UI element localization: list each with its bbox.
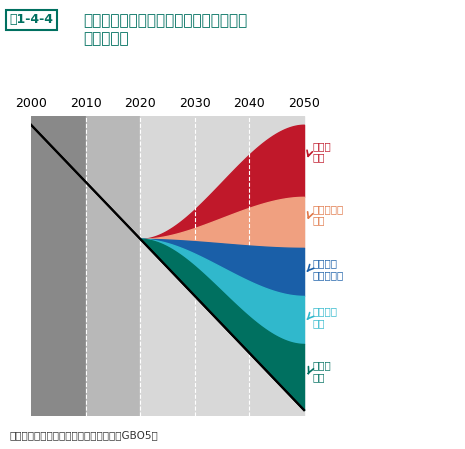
Text: 図1-4-4: 図1-4-4 (9, 13, 53, 26)
Text: 2050: 2050 (288, 97, 320, 110)
Bar (140, 116, 304, 416)
Text: 持続可能な
生産: 持続可能な 生産 (312, 204, 344, 226)
Text: 2010: 2010 (70, 97, 101, 110)
Bar (31, 116, 86, 416)
Text: 2030: 2030 (179, 97, 211, 110)
Text: 消費の
削減: 消費の 削減 (312, 141, 331, 163)
Text: 2000: 2000 (15, 97, 47, 110)
Text: 生物多様性の損失を減らし、回復させる
行動の内訳: 生物多様性の損失を減らし、回復させる 行動の内訳 (84, 13, 248, 46)
Text: その他の
要因の削減: その他の 要因の削減 (312, 258, 344, 280)
Text: 2040: 2040 (233, 97, 265, 110)
Text: 気候変動
対策: 気候変動 対策 (312, 306, 337, 328)
Text: 保全・
再生: 保全・ 再生 (312, 360, 331, 382)
Text: 資料：地球規模生物多様性概況第５版（GBO5）: 資料：地球規模生物多様性概況第５版（GBO5） (9, 430, 158, 440)
Bar (86, 116, 140, 416)
Text: 2020: 2020 (124, 97, 156, 110)
